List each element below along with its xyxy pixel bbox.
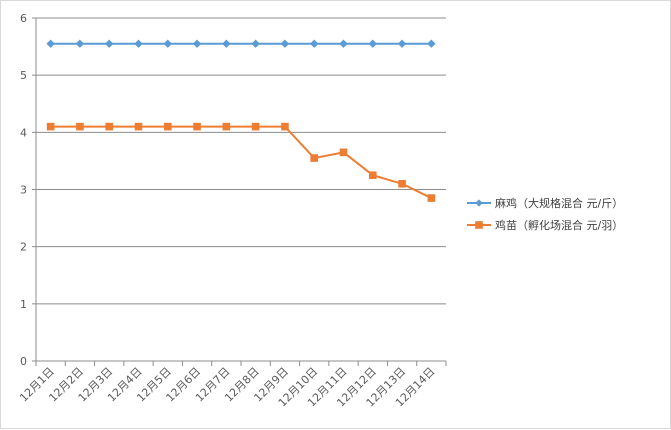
series-line	[50, 125, 432, 199]
y-tick-label: 0	[20, 355, 27, 368]
data-point	[222, 39, 231, 48]
legend-item: 麻鸡（大规格混合 元/斤）	[467, 196, 623, 210]
legend-marker	[475, 199, 483, 207]
data-point	[398, 179, 406, 188]
y-tick-label: 3	[20, 184, 27, 197]
data-point	[163, 122, 172, 131]
data-point	[134, 122, 143, 131]
data-point	[222, 122, 231, 131]
data-point	[281, 122, 289, 131]
data-point	[76, 122, 84, 131]
data-point	[193, 122, 201, 131]
y-tick-label: 6	[20, 12, 27, 25]
y-tick-label: 1	[20, 298, 27, 311]
data-point	[46, 39, 55, 48]
data-point	[75, 39, 85, 48]
data-point	[368, 171, 377, 180]
y-tick-label: 2	[20, 241, 27, 254]
data-point	[192, 39, 202, 48]
y-tick-label: 4	[20, 126, 27, 139]
legend-label: 麻鸡（大规格混合 元/斤）	[495, 196, 623, 210]
legend: 麻鸡（大规格混合 元/斤） 鸡苗（孵化场混合 元/羽）	[467, 196, 623, 232]
data-point	[134, 39, 143, 48]
data-point	[105, 122, 114, 131]
series-2	[46, 122, 436, 202]
series-1	[46, 39, 436, 48]
data-point	[427, 39, 436, 48]
data-point	[339, 39, 348, 48]
legend-marker	[475, 221, 483, 229]
data-point	[163, 39, 172, 48]
data-point	[105, 39, 114, 48]
data-point	[397, 39, 407, 48]
data-point	[339, 148, 348, 157]
data-point	[427, 194, 436, 202]
data-point	[46, 122, 55, 131]
data-point	[368, 39, 377, 48]
axes: 012345612月1日12月2日12月3日12月4日12月5日12月6日12月…	[17, 12, 447, 409]
data-point	[251, 39, 260, 48]
data-point	[251, 122, 260, 131]
legend-label: 鸡苗（孵化场混合 元/羽）	[495, 218, 623, 232]
data-point	[280, 39, 290, 48]
data-point	[310, 39, 319, 48]
y-tick-label: 5	[20, 69, 27, 82]
legend-item: 鸡苗（孵化场混合 元/羽）	[467, 218, 623, 232]
gridlines	[36, 17, 446, 305]
series-group	[46, 39, 436, 202]
data-point	[310, 154, 319, 162]
